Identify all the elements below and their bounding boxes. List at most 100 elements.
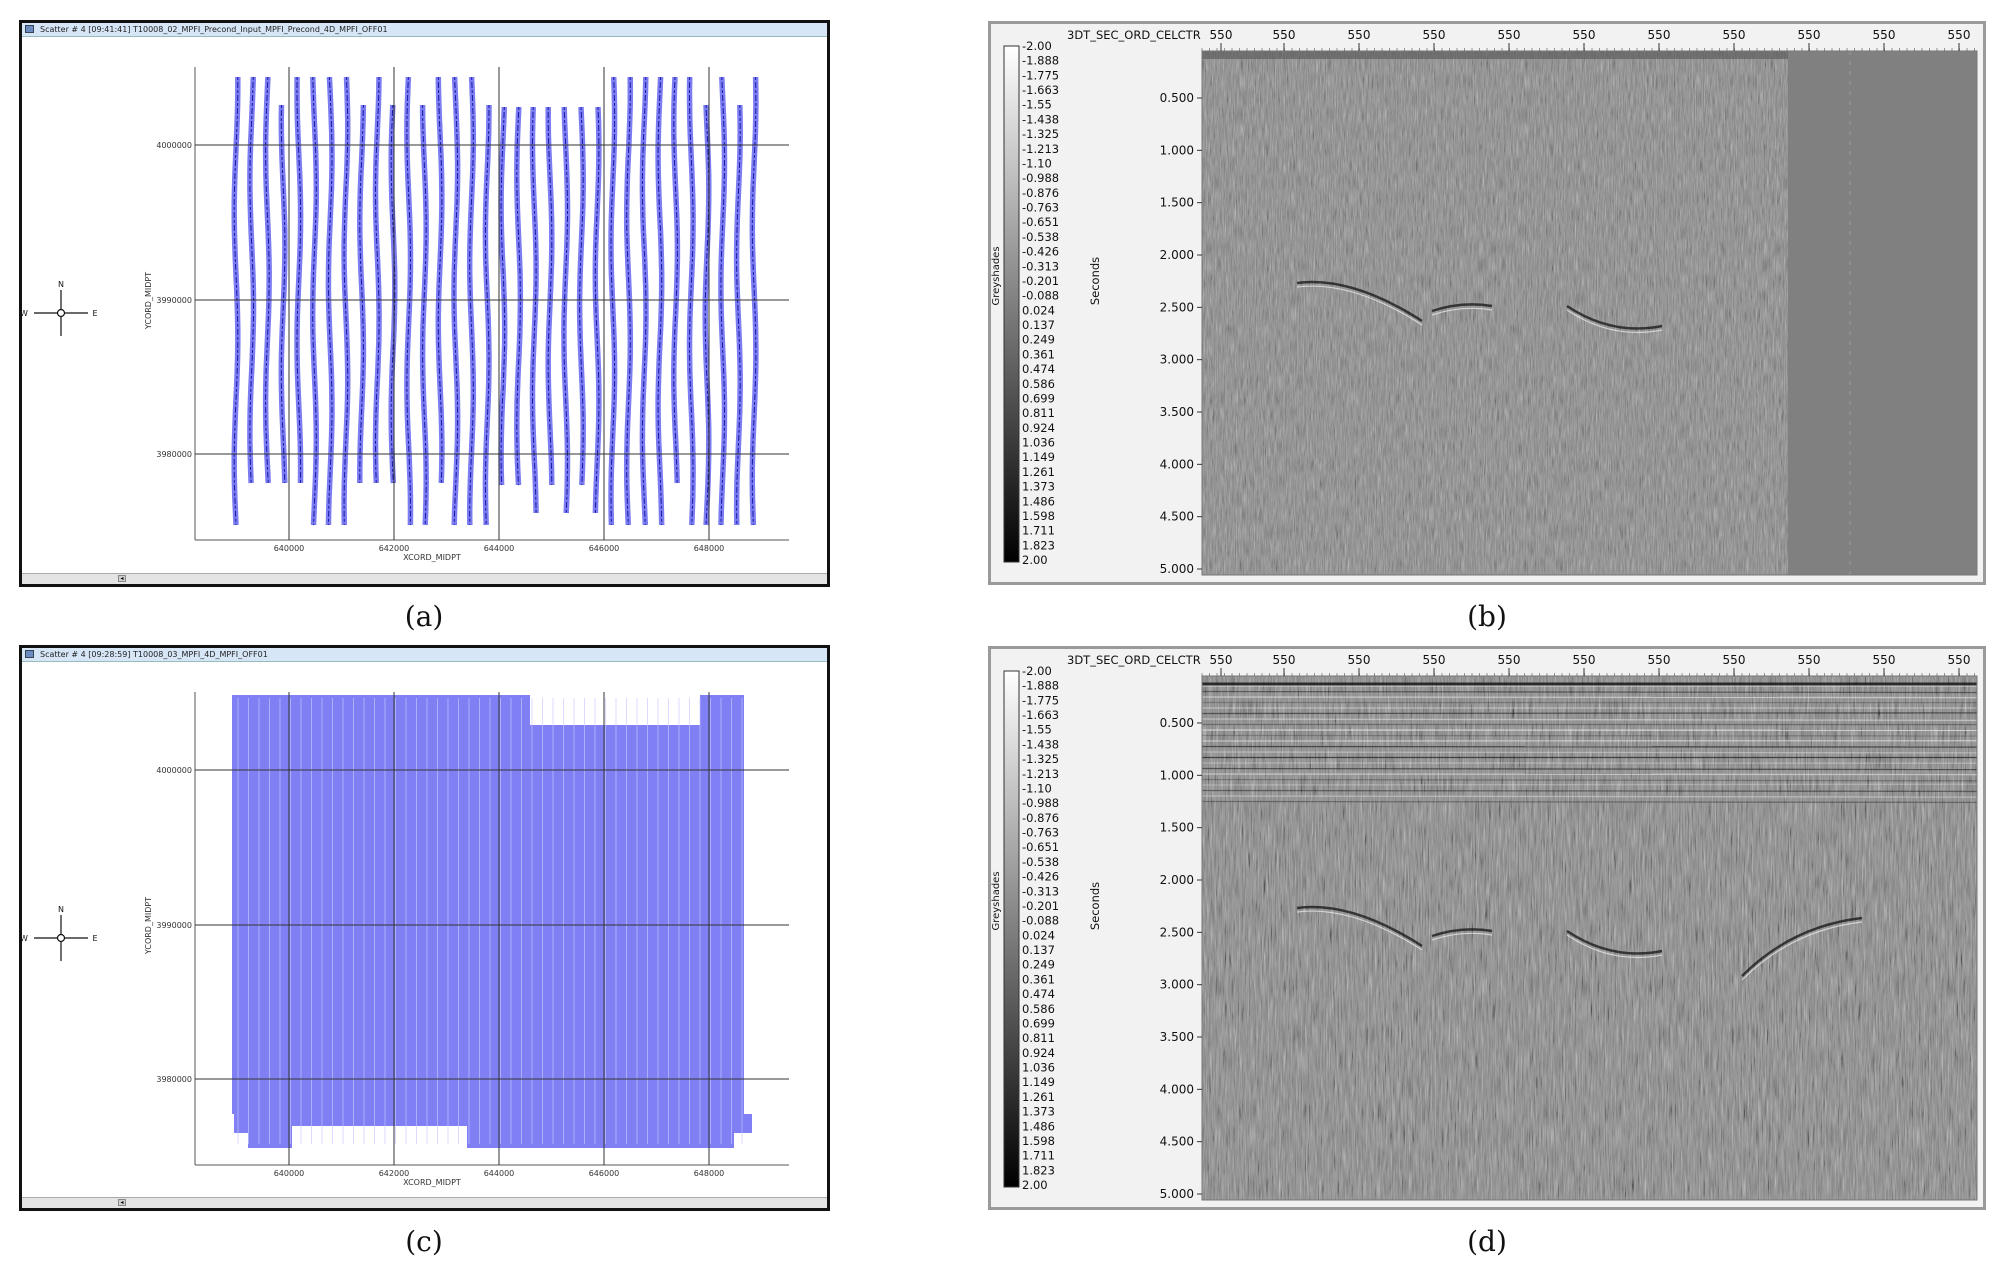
reflector-line (1201, 751, 1978, 754)
acquisition-line (702, 104, 712, 526)
colorbar-tick-label: 1.036 (1022, 1061, 1055, 1075)
line-trace (233, 77, 239, 526)
time-tick-label: 2.500 (1160, 300, 1194, 314)
reflector-line (1201, 745, 1978, 748)
window-icon (25, 25, 34, 33)
acquisition-line (529, 106, 539, 514)
reflector-event-highlight (1566, 934, 1663, 959)
acquisition-line (718, 76, 728, 526)
time-tick-label: 4.000 (1160, 457, 1194, 471)
colorbar-tick-label: -2.00 (1022, 664, 1052, 678)
acquisition-line (498, 106, 508, 486)
acquisition-line (592, 106, 602, 514)
x-tick-label: 642000 (379, 1169, 410, 1178)
header-tick-label: 550 (1498, 653, 1521, 667)
line-trace (343, 76, 349, 526)
time-tick-label: 5.000 (1160, 1187, 1194, 1201)
x-tick-label: 644000 (484, 1169, 515, 1178)
noisy-top-band (1202, 51, 1788, 59)
colorbar-tick-label: -0.313 (1022, 259, 1059, 273)
colorbar-tick-label: -1.213 (1022, 767, 1059, 781)
header-tick-label: 550 (1273, 28, 1296, 42)
acquisition-line (294, 76, 304, 484)
reflector-line (1201, 773, 1978, 776)
colorbar-tick-label: -1.775 (1022, 693, 1059, 707)
window-titlebar[interactable]: Scatter # 4 [09:41:41] T10008_02_MPFI_Pr… (22, 23, 827, 37)
acquisition-line (576, 106, 586, 486)
scatter-plot-c: 640000 642000 644000 646000 648000 4000000 399… (22, 692, 789, 1187)
line-trace (280, 104, 286, 484)
acquisition-line (404, 76, 414, 526)
reflector-line (1201, 795, 1978, 798)
header-tick-label: 550 (1210, 28, 1233, 42)
reflector-event (1566, 929, 1663, 955)
compass-center (56, 933, 66, 943)
reflector-event (1431, 928, 1493, 938)
time-tick-label: 1.000 (1160, 143, 1194, 157)
acquisition-line (309, 76, 320, 526)
window-icon (25, 650, 34, 658)
scroll-left-button[interactable]: ◂ (118, 1199, 126, 1206)
seismic-frame (1201, 675, 1978, 1201)
line-trace (312, 76, 317, 526)
time-tick-label: 2.500 (1160, 925, 1194, 939)
acquisition-line (231, 77, 241, 526)
colorbar-tick-label: 1.149 (1022, 1075, 1055, 1089)
y-tick-label: 3980000 (156, 1075, 192, 1084)
header-tick-label: 550 (1948, 28, 1971, 42)
acquisition-line (545, 107, 555, 486)
line-trace (484, 104, 490, 526)
reflector-line (1201, 767, 1978, 771)
reflector-event (1296, 905, 1423, 948)
reflector-line (1201, 778, 1978, 782)
colorbar-tick-label: 0.361 (1022, 972, 1055, 986)
colorbar-tick-label: 2.00 (1022, 1178, 1048, 1192)
compass-east-label: E (92, 309, 97, 318)
header-tick-label: 550 (1873, 653, 1896, 667)
line-trace (532, 106, 537, 514)
compass-east-label: E (92, 934, 97, 943)
time-axis-label: Seconds (1088, 257, 1102, 305)
time-tick-label: 0.500 (1160, 91, 1194, 105)
window-titlebar[interactable]: Scatter # 4 [09:28:59] T10008_03_MPFI_4D… (22, 648, 827, 662)
colorbar-tick-label: -0.988 (1022, 796, 1059, 810)
scroll-left-button[interactable]: ◂ (118, 575, 126, 582)
seismic-window-b: -2.00 -1.888 -1.775 -1.663 -1.55 -1.438 -1.325… (988, 21, 1986, 585)
window-title: Scatter # 4 [09:28:59] T10008_03_MPFI_4D… (40, 650, 268, 659)
scatter-window-a: Scatter # 4 [09:41:41] T10008_02_MPFI_Pr… (19, 20, 830, 587)
colorbar-tick-label: -0.201 (1022, 274, 1059, 288)
line-trace (720, 76, 726, 526)
line-trace (610, 76, 616, 526)
time-tick-label: 1.500 (1160, 821, 1194, 835)
acquisition-line (623, 76, 634, 526)
line-trace (736, 104, 741, 526)
colorbar-tick-label: 0.474 (1022, 362, 1055, 376)
colorbar-tick-label: -0.313 (1022, 884, 1059, 898)
header-label: 3DT_SEC_ORD_CELCTR (1067, 28, 1201, 42)
colorbar-tick-label: -1.55 (1022, 723, 1052, 737)
colorbar-tick-label: 0.361 (1022, 347, 1055, 361)
colorbar-tick-label: 0.924 (1022, 421, 1055, 435)
colorbar-tick-label: -1.10 (1022, 781, 1052, 795)
colorbar-tick-label: 0.024 (1022, 303, 1055, 317)
time-tick-label: 2.000 (1160, 248, 1194, 262)
x-tick-label: 640000 (274, 544, 305, 553)
compass-west-label: W (22, 309, 28, 318)
colorbar-tick-label: 0.699 (1022, 1016, 1055, 1030)
reflector-line (1201, 718, 1978, 722)
x-tick-label: 646000 (589, 544, 620, 553)
colorbar-tick-label: -1.888 (1022, 679, 1059, 693)
seismic-section-b: -2.00-1.888-1.775-1.663-1.55-1.438-1.325… (991, 24, 1983, 582)
time-axis-label: Seconds (1088, 882, 1102, 930)
y-axis-label: YCORD_MIDPT (144, 272, 153, 330)
reflector-event (1566, 304, 1663, 330)
reflector-event (1431, 303, 1493, 313)
line-trace (641, 76, 647, 526)
colorbar-tick-label: -0.426 (1022, 245, 1059, 259)
colorbar-tick-label: -1.325 (1022, 752, 1059, 766)
line-trace (626, 76, 631, 526)
colorbar-tick-label: -1.663 (1022, 708, 1059, 722)
caption-c: (c) (405, 1225, 443, 1258)
compass-west-label: W (22, 934, 28, 943)
header-tick-label: 550 (1348, 653, 1371, 667)
